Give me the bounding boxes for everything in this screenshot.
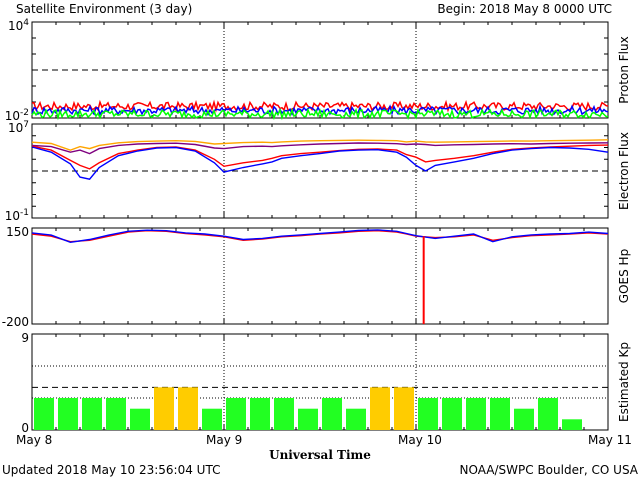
- kp-bar: [322, 398, 342, 430]
- kp-bar: [58, 398, 78, 430]
- kp-bar: [394, 387, 414, 430]
- series-group: [31, 229, 609, 244]
- y-tick-top-label: 9: [21, 331, 29, 345]
- x-axis-title: Universal Time: [269, 448, 371, 462]
- panel-frame: [31, 227, 609, 325]
- y-axis-label: Electron Flux: [617, 132, 631, 210]
- y-axis-label: Proton Flux: [617, 36, 631, 103]
- kp-bar: [442, 398, 462, 430]
- kp-bar: [154, 387, 174, 430]
- series-line-red: [31, 99, 609, 113]
- y-tick-bottom-label: 0: [21, 421, 29, 435]
- y-axis-label: GOES Hp: [617, 249, 631, 303]
- panel-0: 104 10-2 Proton Flux: [5, 18, 631, 123]
- x-tick-may8: May 8: [16, 433, 52, 447]
- kp-bar: [130, 408, 150, 430]
- kp-bar: [490, 398, 510, 430]
- y-tick-top-label: 104: [8, 18, 29, 33]
- series-line-blue: [31, 229, 609, 244]
- kp-bar: [562, 419, 582, 430]
- series-group: [31, 139, 609, 180]
- panel-2: 150 -200 GOES Hp: [2, 225, 631, 329]
- chart-title: Satellite Environment (3 day): [16, 2, 192, 16]
- begin-time: Begin: 2018 May 8 0000 UTC: [437, 2, 612, 16]
- y-tick-top-label: 150: [6, 225, 29, 239]
- kp-bar: [346, 408, 366, 430]
- kp-bar: [226, 398, 246, 430]
- y-tick-top-label: 107: [8, 120, 29, 135]
- series-line-orange: [31, 139, 609, 151]
- panel-1: 107 10-1 Electron Flux: [5, 120, 631, 223]
- panels: 104 10-2 Proton Flux 107 10-1 Electron Flux 15…: [2, 18, 631, 435]
- x-tick-may9: May 9: [206, 433, 242, 447]
- panel-frame: [31, 123, 609, 219]
- kp-bar: [466, 398, 486, 430]
- panel-3: 9 0 Estimated Kp: [21, 331, 631, 435]
- kp-bar: [514, 408, 534, 430]
- y-tick-bottom-label: 10-1: [5, 208, 29, 223]
- series-line-blue: [31, 146, 609, 180]
- updated-text: Updated 2018 May 10 23:56:04 UTC: [2, 463, 220, 477]
- y-tick-bottom-label: 10-2: [5, 108, 29, 123]
- kp-bar: [418, 398, 438, 430]
- series-line-green: [31, 107, 609, 121]
- kp-bar: [82, 398, 102, 430]
- series-line-red: [31, 144, 609, 170]
- kp-bar: [250, 398, 270, 430]
- y-tick-bottom-label: -200: [2, 315, 29, 329]
- kp-bar: [34, 398, 54, 430]
- kp-bar: [298, 408, 318, 430]
- kp-bar: [202, 408, 222, 430]
- series-line-purple: [31, 142, 609, 155]
- y-axis-label: Estimated Kp: [617, 342, 631, 422]
- kp-bar: [106, 398, 126, 430]
- x-tick-may11: May 11: [588, 433, 632, 447]
- credit-text: NOAA/SWPC Boulder, CO USA: [460, 463, 639, 477]
- kp-bar: [370, 387, 390, 430]
- x-tick-may10: May 10: [398, 433, 442, 447]
- kp-bar: [274, 398, 294, 430]
- kp-bar: [178, 387, 198, 430]
- kp-bar: [538, 398, 558, 430]
